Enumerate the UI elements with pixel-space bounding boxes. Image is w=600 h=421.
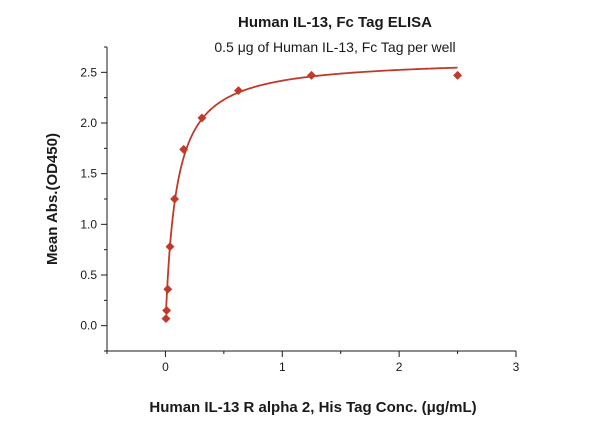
data-point-9: [453, 70, 463, 80]
data-point-6: [197, 113, 207, 123]
axes: [106, 47, 516, 352]
chart-title: Human IL-13, Fc Tag ELISA: [238, 14, 432, 31]
data-point-2: [163, 284, 173, 294]
x-tick-label: 1: [279, 360, 286, 374]
y-tick-label: 2.0: [80, 116, 97, 130]
data-point-1: [162, 305, 172, 316]
data-point-3: [165, 242, 175, 252]
chart-subtitle: 0.5 μg of Human IL-13, Fc Tag per well: [214, 39, 455, 55]
x-axis-ticks: 0 1 2 3: [106, 351, 520, 374]
y-tick-label: 2.5: [80, 65, 97, 79]
data-point-8: [306, 70, 317, 80]
x-axis-label: Human IL-13 R alpha 2, His Tag Conc. (μg…: [149, 399, 476, 416]
y-axis-label: Mean Abs.(OD450): [44, 133, 61, 265]
y-tick-label: 0.0: [80, 319, 97, 333]
x-tick-label: 2: [396, 360, 403, 374]
y-tick-label: 1.0: [80, 217, 97, 231]
x-tick-label: 0: [162, 360, 169, 374]
fit-curve: [165, 66, 458, 312]
data-point-4: [169, 194, 180, 204]
data-point-5: [179, 144, 189, 154]
data-points: [161, 70, 463, 324]
y-tick-label: 1.5: [80, 167, 97, 181]
y-axis-ticks: 0.0 0.5 1.0 1.5 2.0 2.5: [80, 46, 107, 352]
x-tick-label: 3: [513, 360, 520, 374]
y-tick-label: 0.5: [80, 268, 97, 282]
data-point-0: [161, 314, 171, 324]
data-point-7: [233, 86, 244, 96]
